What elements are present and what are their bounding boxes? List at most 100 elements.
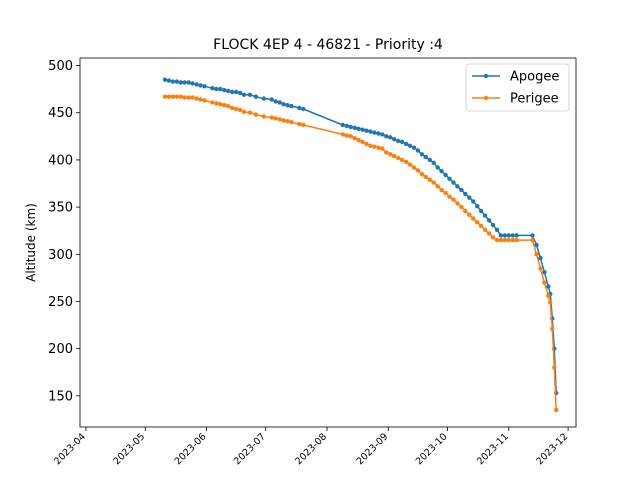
data-point-perigee (230, 105, 235, 111)
data-point-apogee (269, 97, 274, 102)
data-point-apogee (356, 126, 361, 131)
data-point-apogee (542, 270, 547, 275)
data-point-perigee (392, 153, 397, 159)
data-point-perigee (384, 150, 389, 155)
x-tick-label: 2023-07 (232, 431, 268, 467)
data-point-perigee (427, 177, 432, 182)
data-point-apogee (273, 99, 278, 104)
data-point-perigee (411, 165, 417, 170)
data-point-perigee (542, 280, 547, 285)
data-point-apogee (478, 208, 484, 214)
data-point-apogee (297, 105, 302, 111)
data-point-apogee (455, 184, 460, 189)
y-tick-label: 300 (48, 248, 73, 263)
data-point-perigee (435, 184, 440, 189)
data-point-apogee (376, 131, 381, 136)
data-point-perigee (340, 132, 345, 137)
y-axis-label: Altitude (km) (24, 203, 38, 282)
data-point-perigee (471, 216, 476, 221)
data-point-apogee (198, 83, 203, 88)
y-tick-label: 400 (48, 153, 73, 168)
data-point-perigee (297, 121, 302, 127)
data-point-perigee (482, 227, 488, 232)
data-point-apogee (388, 135, 393, 140)
data-point-perigee (202, 98, 207, 103)
data-point-apogee (247, 92, 253, 98)
data-point-perigee (475, 220, 480, 225)
data-point-perigee (360, 139, 365, 145)
data-point-perigee (407, 162, 413, 167)
data-point-apogee (202, 84, 207, 89)
data-point-perigee (376, 145, 381, 150)
data-point-apogee (210, 86, 215, 91)
data-point-perigee (530, 237, 535, 243)
data-point-perigee (261, 114, 266, 119)
data-point-perigee (443, 190, 448, 196)
data-point-perigee (368, 143, 373, 148)
data-point-perigee (388, 152, 393, 157)
data-point-apogee (261, 96, 266, 101)
data-point-perigee (502, 237, 508, 243)
data-point-perigee (222, 103, 227, 108)
data-point-apogee (340, 122, 345, 128)
data-point-perigee (218, 102, 223, 107)
data-point-apogee (506, 233, 511, 238)
data-point-apogee (360, 127, 365, 132)
data-point-apogee (510, 233, 515, 238)
axes-frame (79, 57, 577, 428)
data-point-apogee (498, 233, 504, 238)
data-point-apogee (392, 137, 397, 142)
plot-area: 150 200 250 300 350 400 450 500 2023-04 2023-05 20… (48, 57, 577, 467)
data-point-perigee (514, 237, 519, 243)
data-point-perigee (396, 155, 401, 161)
x-tick-label: 2023-04 (52, 431, 88, 467)
data-point-apogee (348, 124, 353, 130)
data-point-apogee (459, 187, 464, 193)
legend-marker-perigee (483, 95, 489, 101)
data-point-perigee (364, 141, 369, 147)
data-point-perigee (237, 107, 243, 113)
y-tick-label: 350 (48, 201, 73, 216)
data-point-perigee (233, 106, 239, 112)
data-point-perigee (344, 133, 349, 138)
data-point-apogee (530, 233, 535, 238)
x-tick-label: 2023-08 (293, 431, 329, 467)
data-point-perigee (552, 365, 557, 370)
data-point-apogee (463, 191, 468, 197)
data-point-apogee (538, 255, 543, 261)
legend-marker-apogee (483, 73, 489, 79)
data-point-perigee (253, 112, 259, 117)
data-point-perigee (463, 208, 468, 214)
data-point-perigee (210, 100, 215, 105)
data-point-apogee (368, 129, 373, 134)
data-point-perigee (301, 122, 306, 128)
data-point-apogee (514, 233, 519, 238)
data-point-perigee (467, 212, 472, 217)
data-point-apogee (486, 218, 492, 223)
data-point-perigee (241, 109, 247, 115)
series-line-apogee (164, 78, 557, 394)
data-point-perigee (419, 171, 425, 177)
data-point-perigee (439, 187, 444, 193)
data-point-perigee (190, 95, 195, 100)
data-point-perigee (372, 144, 377, 149)
data-point-apogee (423, 154, 428, 160)
data-point-apogee (352, 125, 357, 130)
data-point-perigee (186, 95, 191, 100)
data-point-perigee (281, 118, 286, 123)
data-point-apogee (435, 165, 440, 170)
data-point-apogee (467, 195, 472, 200)
data-point-apogee (301, 106, 306, 112)
data-point-perigee (170, 94, 176, 99)
y-tick-label: 150 (48, 389, 73, 404)
x-tick-label: 2023-11 (475, 431, 511, 467)
data-point-perigee (198, 97, 203, 102)
data-point-apogee (431, 160, 436, 165)
legend: Apogee Perigee (465, 63, 570, 112)
data-point-perigee (285, 119, 290, 124)
data-point-apogee (451, 180, 456, 185)
data-point-perigee (459, 204, 464, 210)
data-point-apogee (447, 176, 452, 181)
data-point-apogee (364, 128, 369, 133)
data-point-apogee (230, 89, 235, 95)
